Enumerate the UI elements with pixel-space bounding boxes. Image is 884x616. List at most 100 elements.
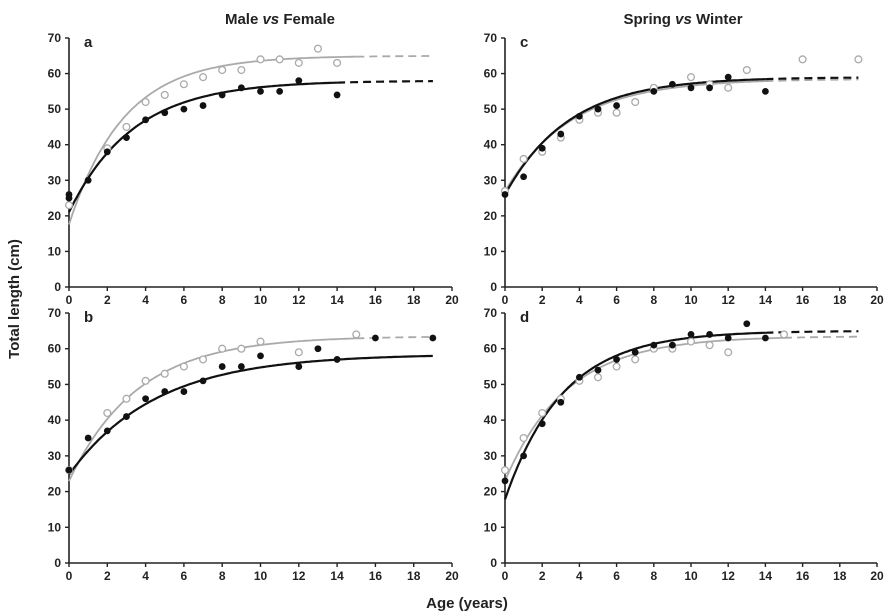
y-tick-label: 10	[484, 244, 498, 258]
filled-data-point	[123, 134, 130, 142]
panel-b: 0 10 20 30 40 50 60 70 0 2 4 6 8 10 12 14 16 18 20 b	[48, 306, 459, 583]
y-tick-label: 30	[484, 449, 498, 463]
filled-data-point	[218, 91, 226, 99]
x-tick-label: 18	[407, 569, 421, 583]
open-fit-curve	[504, 336, 785, 482]
x-tick-label: 14	[330, 293, 344, 307]
open-data-point	[631, 97, 640, 107]
filled-data-point	[161, 109, 169, 117]
filled-data-point	[594, 105, 602, 113]
x-tick-label: 8	[219, 569, 226, 583]
filled-data-point	[295, 363, 303, 370]
y-tick-label: 60	[484, 67, 498, 81]
filled-data-point	[669, 80, 676, 88]
x-tick-label: 18	[407, 293, 421, 307]
x-tick-label: 0	[66, 293, 73, 307]
filled-data-point	[538, 144, 546, 152]
filled-data-point	[613, 102, 620, 109]
filled-data-point	[576, 373, 583, 381]
open-data-point	[352, 330, 361, 339]
filled-data-point	[333, 91, 341, 99]
filled-data-point	[576, 112, 583, 120]
open-data-point	[538, 408, 547, 418]
filled-data-point	[161, 388, 169, 395]
open-data-point	[256, 337, 265, 346]
filled-data-point	[501, 191, 509, 198]
open-data-point	[199, 355, 208, 364]
open-data-point	[218, 344, 227, 353]
open-data-point	[122, 394, 131, 403]
panel-c: 0 10 20 30 40 50 60 70 0 2 4 6 8 10 12 14 16 18 20 c	[484, 31, 884, 307]
filled-data-point	[142, 116, 150, 124]
y-tick-label: 20	[484, 209, 498, 223]
x-tick-label: 6	[181, 569, 188, 583]
x-tick-label: 14	[330, 569, 344, 583]
x-tick-label: 14	[759, 293, 773, 307]
open-data-point	[141, 376, 150, 385]
open-data-point	[593, 373, 603, 382]
filled-data-point	[314, 345, 322, 353]
filled-data-point	[295, 77, 303, 85]
filled-data-point	[218, 363, 226, 370]
x-tick-label: 20	[870, 293, 884, 307]
filled-data-point	[372, 334, 379, 342]
y-tick-label: 10	[484, 520, 498, 534]
open-data-point	[160, 90, 169, 99]
filled-fit-curve	[68, 354, 433, 476]
y-tick-label: 0	[490, 280, 497, 294]
open-data-point	[275, 55, 284, 64]
open-data-point	[122, 122, 131, 131]
x-tick-label: 8	[650, 569, 657, 583]
open-data-point	[798, 55, 807, 64]
y-tick-label: 10	[48, 244, 62, 258]
open-fit-curve-extrapolated	[765, 78, 859, 82]
y-tick-label: 20	[48, 485, 62, 499]
x-tick-label: 10	[254, 293, 268, 307]
y-tick-label: 50	[48, 102, 62, 116]
open-data-point	[519, 433, 528, 443]
x-tick-label: 4	[576, 569, 583, 583]
filled-data-point	[180, 388, 188, 395]
open-data-point	[612, 362, 621, 371]
open-fit-curve-extrapolated	[356, 55, 433, 58]
panel-a: 0 10 20 30 40 50 60 70 0 2 4 6 8 10 12 14 16 18 20 a	[48, 31, 459, 307]
panel-letter: b	[84, 309, 93, 326]
open-data-point	[612, 108, 621, 117]
filled-data-point	[123, 413, 130, 420]
open-data-point	[294, 58, 303, 67]
filled-data-point	[84, 434, 92, 442]
x-tick-label: 10	[254, 569, 268, 583]
y-tick-label: 50	[484, 102, 498, 116]
y-tick-label: 50	[48, 377, 62, 391]
x-tick-label: 10	[684, 569, 698, 583]
open-fit-curve-extrapolated	[356, 336, 433, 340]
y-tick-label: 30	[48, 173, 62, 187]
y-tick-label: 70	[484, 31, 498, 45]
x-tick-label: 12	[722, 293, 736, 307]
filled-fit-curve	[503, 331, 766, 500]
x-tick-label: 16	[369, 293, 383, 307]
x-tick-label: 4	[142, 569, 149, 583]
y-tick-label: 40	[48, 413, 62, 427]
x-tick-label: 0	[502, 569, 509, 583]
x-tick-label: 2	[539, 569, 546, 583]
x-tick-label: 0	[66, 569, 73, 583]
y-tick-label: 20	[484, 485, 498, 499]
filled-data-point	[762, 87, 769, 95]
open-data-point	[686, 337, 696, 346]
filled-data-point	[762, 334, 769, 342]
column-title-left: Male vs Female	[225, 11, 335, 28]
filled-data-point	[706, 84, 713, 92]
open-data-point	[199, 73, 208, 82]
filled-data-point	[669, 341, 676, 349]
x-tick-label: 20	[445, 569, 459, 583]
filled-data-point	[594, 366, 602, 374]
x-axis-title: Age (years)	[426, 595, 508, 612]
open-data-point	[179, 80, 188, 89]
y-tick-label: 20	[48, 209, 62, 223]
panel-letter: a	[84, 34, 93, 51]
filled-data-point	[706, 331, 713, 338]
open-data-point	[686, 73, 696, 82]
x-tick-label: 4	[576, 293, 583, 307]
